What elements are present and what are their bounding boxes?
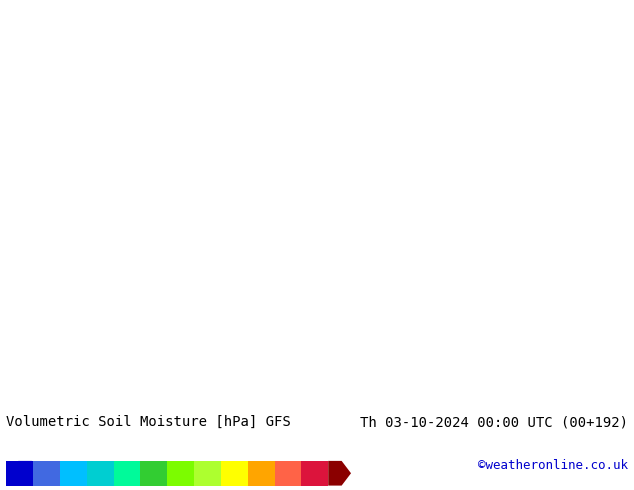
Bar xyxy=(6,461,33,486)
Bar xyxy=(87,461,113,486)
Bar xyxy=(275,461,301,486)
Bar xyxy=(221,461,248,486)
Bar xyxy=(301,461,328,486)
Text: Th 03-10-2024 00:00 UTC (00+192): Th 03-10-2024 00:00 UTC (00+192) xyxy=(359,415,628,429)
Bar xyxy=(194,461,221,486)
FancyArrow shape xyxy=(328,461,351,486)
Text: ©weatheronline.co.uk: ©weatheronline.co.uk xyxy=(477,459,628,472)
Text: Volumetric Soil Moisture [hPa] GFS: Volumetric Soil Moisture [hPa] GFS xyxy=(6,415,291,429)
Bar xyxy=(113,461,141,486)
Bar xyxy=(33,461,60,486)
FancyArrow shape xyxy=(9,461,32,486)
Bar xyxy=(248,461,275,486)
Bar xyxy=(141,461,167,486)
Bar xyxy=(167,461,194,486)
Bar xyxy=(60,461,87,486)
